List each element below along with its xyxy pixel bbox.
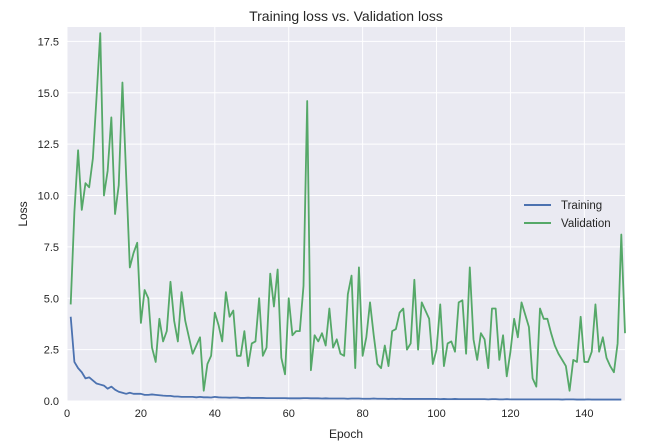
- legend: Training Validation: [524, 200, 611, 230]
- x-tick-label: 120: [501, 408, 519, 420]
- y-tick-label: 5.0: [44, 293, 59, 305]
- x-tick-label: 100: [427, 408, 445, 420]
- y-tick-label: 15.0: [38, 88, 59, 100]
- legend-label-training: Training: [561, 200, 602, 212]
- x-tick-label: 140: [575, 408, 593, 420]
- x-axis-label: Epoch: [329, 427, 363, 441]
- y-tick-label: 2.5: [44, 345, 59, 357]
- y-tick-label: 10.0: [38, 191, 59, 203]
- x-tick-label: 40: [209, 408, 221, 420]
- y-tick-label: 0.0: [44, 396, 59, 408]
- x-tick-label: 60: [283, 408, 295, 420]
- x-tick-label: 0: [64, 408, 70, 420]
- series-line-training: [69, 316, 622, 401]
- y-axis-ticks: 0.0 2.5 5.0 7.5 10.0 12.5 15.0 17.5: [38, 36, 59, 408]
- grid-lines: [66, 27, 625, 402]
- y-tick-label: 7.5: [44, 242, 59, 254]
- y-tick-label: 17.5: [38, 36, 59, 48]
- series-lines: [69, 32, 626, 401]
- y-axis-label: Loss: [16, 201, 30, 226]
- chart-title: Training loss vs. Validation loss: [249, 8, 443, 24]
- x-tick-label: 80: [357, 408, 369, 420]
- series-line-validation: [69, 32, 626, 392]
- plot-area: [67, 27, 625, 401]
- x-axis-ticks: 0 20 40 60 80 100 120 140: [64, 408, 594, 420]
- y-tick-label: 12.5: [38, 139, 59, 151]
- legend-label-validation: Validation: [561, 218, 611, 230]
- x-tick-label: 20: [135, 408, 147, 420]
